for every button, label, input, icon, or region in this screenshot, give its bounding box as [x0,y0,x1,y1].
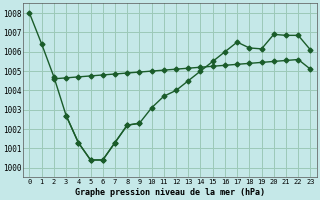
X-axis label: Graphe pression niveau de la mer (hPa): Graphe pression niveau de la mer (hPa) [75,188,265,197]
